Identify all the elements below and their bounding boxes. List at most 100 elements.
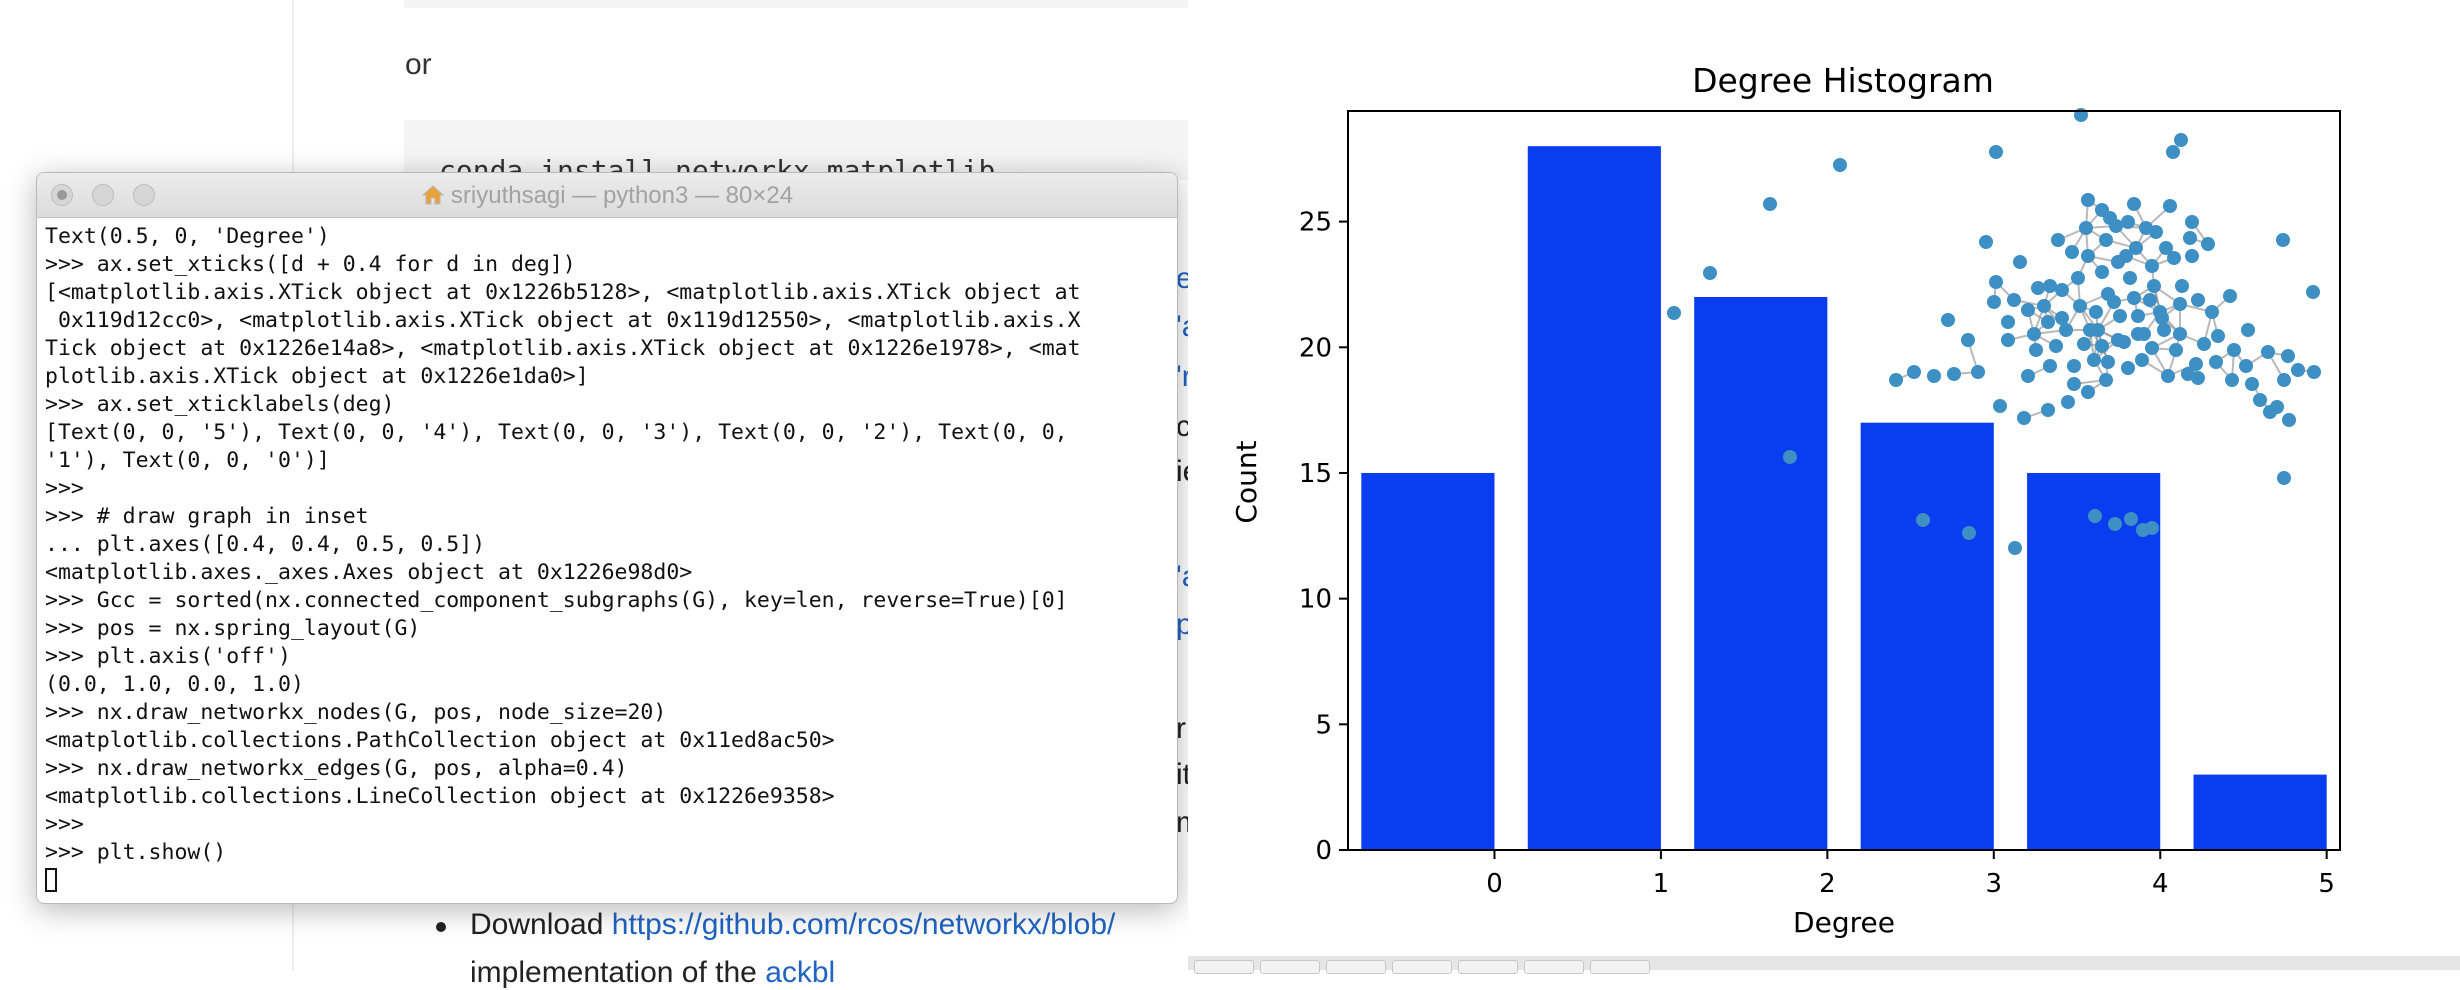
terminal-title: sriyuthsagi — python3 — 80×24 (37, 182, 1177, 210)
y-tick-label: 25 (1299, 208, 1332, 238)
graph-node (1763, 197, 1777, 211)
graph-node (2205, 305, 2219, 319)
graph-node (2059, 323, 2073, 337)
back-button[interactable] (1260, 960, 1320, 974)
graph-node (2041, 403, 2055, 417)
graph-node (2307, 365, 2321, 379)
save-figure-button[interactable] (1590, 960, 1650, 974)
download-link[interactable]: https://github.com/rcos/networkx/blob/ (611, 908, 1116, 941)
terminal-line: >>> pos = nx.spring_layout(G) (45, 616, 421, 641)
terminal-line: >>> nx.draw_networkx_edges(G, pos, alpha… (45, 756, 628, 781)
graph-node (2189, 357, 2203, 371)
graph-node (1833, 158, 1847, 172)
terminal-line: <matplotlib.axes._axes.Axes object at 0x… (45, 560, 693, 585)
close-window-button[interactable] (51, 184, 73, 206)
graph-node (2099, 373, 2113, 387)
zoom-window-button[interactable] (133, 184, 155, 206)
graph-node (1962, 526, 1976, 540)
close-icon (57, 190, 67, 200)
forward-button[interactable] (1326, 960, 1386, 974)
pan-button[interactable] (1392, 960, 1452, 974)
graph-node (2211, 329, 2225, 343)
terminal-line: >>> # draw graph in inset (45, 504, 369, 529)
terminal-cursor-line (45, 867, 1175, 895)
figure-window: Degree Histogram 0 5 10 15 20 25 0 1 2 3 4 5 Degre… (1188, 0, 2460, 974)
graph-node (2095, 265, 2109, 279)
graph-node (2099, 233, 2113, 247)
subplots-button[interactable] (1524, 960, 1584, 974)
histogram-bar (1860, 422, 1994, 850)
graph-node (2161, 369, 2175, 383)
graph-node (2145, 521, 2159, 535)
terminal-line: >>> plt.show() (45, 840, 227, 865)
graph-node (2173, 297, 2187, 311)
terminal-line: >>> ax.set_xticklabels(deg) (45, 392, 395, 417)
graph-node (2021, 369, 2035, 383)
text-cursor (45, 868, 57, 892)
graph-node (1961, 333, 1975, 347)
webpage-peek-text: r (1176, 712, 1186, 745)
graph-node (1979, 235, 1993, 249)
graph-node (2253, 393, 2267, 407)
graph-node (2083, 323, 2097, 337)
download-list-item: Download https://github.com/rcos/network… (470, 908, 1115, 942)
x-axis-ticks: 0 1 2 3 4 5 (1486, 850, 2335, 899)
minimize-window-button[interactable] (92, 184, 114, 206)
terminal-line: >>> (45, 476, 84, 501)
graph-node (2241, 323, 2255, 337)
bullet-point (436, 922, 446, 932)
graph-node (2145, 341, 2159, 355)
graph-node (1907, 365, 1921, 379)
histogram-bar (1361, 472, 1495, 850)
terminal-output[interactable]: Text(0.5, 0, 'Degree') >>> ax.set_xticks… (45, 223, 1175, 903)
graph-node (2282, 413, 2296, 427)
graph-node (2270, 400, 2284, 414)
graph-node (2108, 517, 2122, 531)
graph-node (2049, 339, 2063, 353)
graph-node (2101, 355, 2115, 369)
graph-node (1987, 295, 2001, 309)
graph-node (1889, 373, 1903, 387)
graph-node (2174, 133, 2188, 147)
graph-node (1667, 306, 1681, 320)
degree-histogram-chart: Degree Histogram 0 5 10 15 20 25 0 1 2 3 4 5 Degre… (1230, 61, 2341, 939)
graph-node (2129, 241, 2143, 255)
terminal-line: plotlib.axis.XTick object at 0x1226e1da0… (45, 364, 589, 389)
graph-node (2027, 327, 2041, 341)
home-view-button[interactable] (1194, 960, 1254, 974)
graph-node (2127, 291, 2141, 305)
terminal-titlebar[interactable]: sriyuthsagi — python3 — 80×24 (37, 173, 1177, 218)
paragraph-or: or (405, 48, 432, 81)
y-tick-label: 5 (1315, 710, 1332, 740)
terminal-line: ... plt.axes([0.4, 0.4, 0.5, 0.5]) (45, 532, 486, 557)
zoom-button[interactable] (1458, 960, 1518, 974)
terminal-line: >>> ax.set_xticks([d + 0.4 for d in deg]… (45, 252, 576, 277)
graph-node (1703, 266, 1717, 280)
graph-node (2079, 221, 2093, 235)
graph-node (2135, 353, 2149, 367)
y-tick-label: 0 (1315, 836, 1332, 866)
graph-node (2143, 293, 2157, 307)
y-tick-label: 10 (1299, 585, 1332, 615)
graph-node (2181, 367, 2195, 381)
next-list-line: implementation of the ackbl (470, 956, 835, 990)
graph-node (2121, 215, 2135, 229)
graph-node (2239, 359, 2253, 373)
graph-node (2001, 315, 2015, 329)
terminal-window: sriyuthsagi — python3 — 80×24 Text(0.5, … (36, 172, 1178, 904)
graph-node (1947, 367, 1961, 381)
graph-node (1989, 275, 2003, 289)
next-line-link[interactable]: ackbl (765, 956, 836, 989)
graph-node (2137, 327, 2151, 341)
graph-node (2008, 541, 2022, 555)
graph-node (2167, 251, 2181, 265)
terminal-line: >>> Gcc = sorted(nx.connected_component_… (45, 588, 1068, 613)
terminal-line: <matplotlib.collections.LineCollection o… (45, 784, 835, 809)
code-block-top (404, 0, 1204, 8)
webpage-peek-text: it (1176, 758, 1191, 791)
graph-node (2197, 337, 2211, 351)
x-tick-label: 1 (1653, 869, 1670, 899)
graph-node (2201, 237, 2215, 251)
graph-node (2163, 199, 2177, 213)
terminal-line: >>> plt.axis('off') (45, 644, 291, 669)
